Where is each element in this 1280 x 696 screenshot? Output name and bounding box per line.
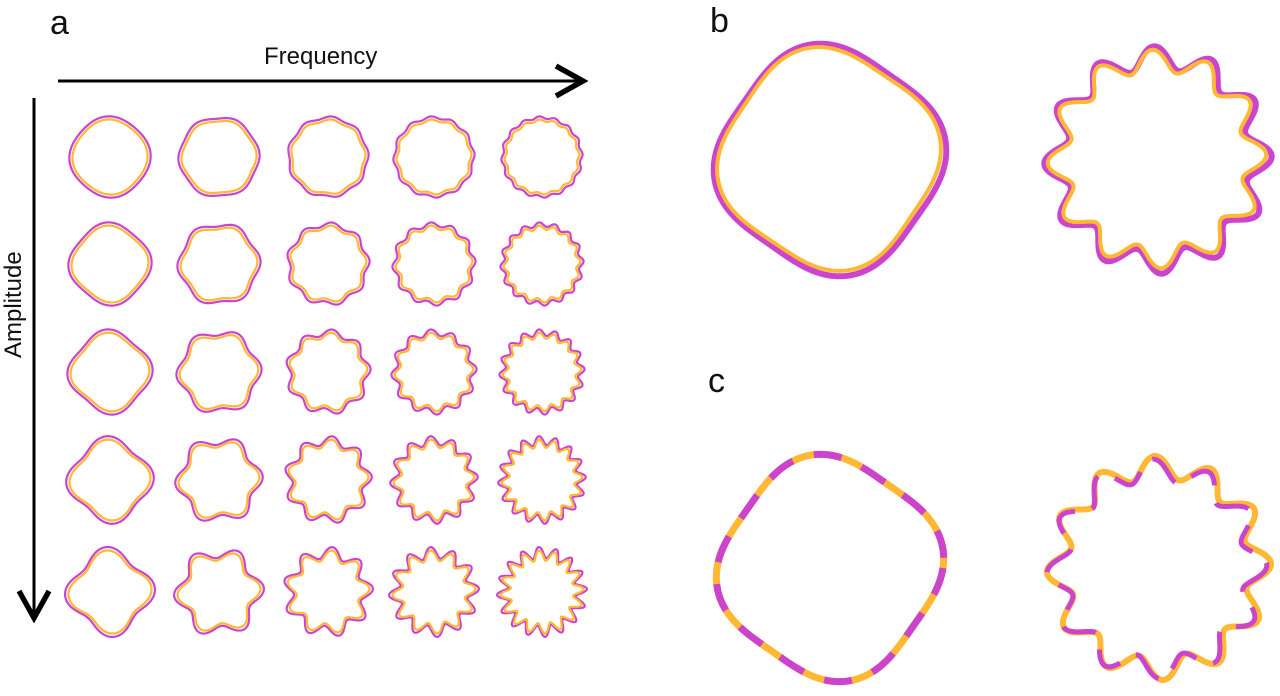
shape-outline-magenta: [1041, 43, 1275, 277]
shape-outline-magenta: [712, 450, 948, 686]
panel-c-shape: [1043, 452, 1275, 684]
shape-outline-magenta: [500, 115, 584, 199]
shape-outline-magenta: [392, 115, 476, 199]
shape-outline-orange: [290, 118, 367, 195]
grid-shape: [387, 545, 481, 639]
shape-outline-magenta: [391, 221, 477, 307]
grid-shape: [174, 438, 264, 522]
shape-outline-orange: [503, 118, 581, 196]
grid-shape: [67, 221, 153, 307]
grid-shape: [392, 115, 476, 199]
shape-outline-magenta: [174, 438, 264, 522]
shape-outline-magenta: [175, 331, 263, 413]
grid-shape: [495, 545, 589, 639]
grid-shape: [63, 545, 157, 639]
grid-shape: [498, 328, 586, 416]
shape-outline-orange: [712, 450, 948, 686]
shape-outline-orange: [176, 552, 262, 632]
grid-shape: [177, 117, 261, 197]
grid-shape: [497, 435, 587, 525]
panel-label-b: b: [710, 2, 729, 40]
grid-shape: [68, 115, 152, 199]
grid-shape: [66, 328, 154, 416]
shape-outline-orange: [392, 438, 476, 522]
shape-outline-magenta: [498, 328, 586, 416]
grid-shape: [285, 328, 372, 415]
shape-outline-magenta: [286, 221, 371, 306]
shape-outline-magenta: [63, 545, 157, 639]
panel-c-shape: [712, 450, 948, 686]
shape-outline-orange: [180, 119, 258, 195]
panel-b-shape: [1041, 43, 1275, 277]
shape-outline-orange: [289, 224, 368, 303]
grid-shape: [176, 223, 262, 305]
shape-outline-magenta: [284, 435, 373, 524]
shape-outline-magenta: [499, 221, 585, 307]
shape-outline-orange: [500, 438, 584, 522]
shape-outline-magenta: [68, 115, 152, 199]
shape-outline-magenta: [66, 328, 154, 416]
shape-outline-orange: [501, 331, 583, 413]
grid-shape: [286, 221, 371, 306]
shape-outline-magenta: [287, 115, 370, 198]
shape-outline-orange: [288, 331, 369, 412]
shape-outline-orange: [502, 224, 582, 304]
shape-outline-magenta: [389, 435, 479, 525]
panel-c-shapes: [712, 450, 1275, 686]
shape-outline-orange: [1045, 47, 1269, 271]
grid-shape: [390, 328, 478, 416]
shape-outline-orange: [391, 549, 477, 635]
shape-outline-orange: [67, 549, 153, 635]
grid-shape: [175, 331, 263, 413]
shape-outline-magenta: [67, 221, 153, 307]
shape-outline-magenta: [176, 223, 262, 305]
shape-outline-magenta: [177, 117, 261, 197]
shape-outline-magenta: [283, 546, 375, 637]
shape-outline-magenta: [497, 435, 587, 525]
grid-shape: [65, 435, 155, 525]
shape-outline-orange: [71, 118, 149, 196]
panel-b-shapes: [710, 40, 1275, 280]
grid-shape: [499, 221, 585, 307]
shape-outline-orange: [499, 549, 585, 635]
grid-shape: [391, 221, 477, 307]
shape-outline-orange: [70, 224, 150, 304]
panel-label-a: a: [50, 4, 69, 42]
frequency-axis-label: Frequency: [264, 43, 378, 70]
panel-label-c: c: [708, 362, 725, 400]
shape-outline-orange: [177, 441, 261, 519]
shape-outline-orange: [286, 549, 371, 634]
shape-outline-orange: [395, 118, 473, 196]
shape-outline-orange: [178, 334, 260, 410]
grid-shape: [287, 115, 370, 198]
shape-outline-magenta: [285, 328, 372, 415]
shape-outline-magenta: [173, 549, 265, 635]
shape-outline-magenta: [710, 40, 950, 280]
grid-shape: [173, 549, 265, 635]
shape-outline-orange: [394, 224, 474, 304]
grid-shape: [389, 435, 479, 525]
shape-outline-magenta: [1044, 456, 1270, 682]
shape-outline-orange: [68, 438, 152, 522]
shape-outline-magenta: [390, 328, 478, 416]
panel-b-shape: [710, 40, 950, 280]
shape-grid: [63, 115, 589, 639]
grid-shape: [500, 115, 584, 199]
shape-outline-magenta: [65, 435, 155, 525]
grid-shape: [283, 546, 375, 637]
shape-outline-orange: [179, 226, 259, 302]
shape-outline-magenta: [495, 545, 589, 639]
shape-outline-orange: [715, 45, 943, 273]
shape-outline-orange: [287, 438, 370, 521]
shape-outline-orange: [69, 331, 151, 413]
grid-shape: [284, 435, 373, 524]
shape-outline-magenta: [387, 545, 481, 639]
shape-outline-orange: [393, 331, 475, 413]
shape-outline-orange: [1043, 452, 1275, 684]
